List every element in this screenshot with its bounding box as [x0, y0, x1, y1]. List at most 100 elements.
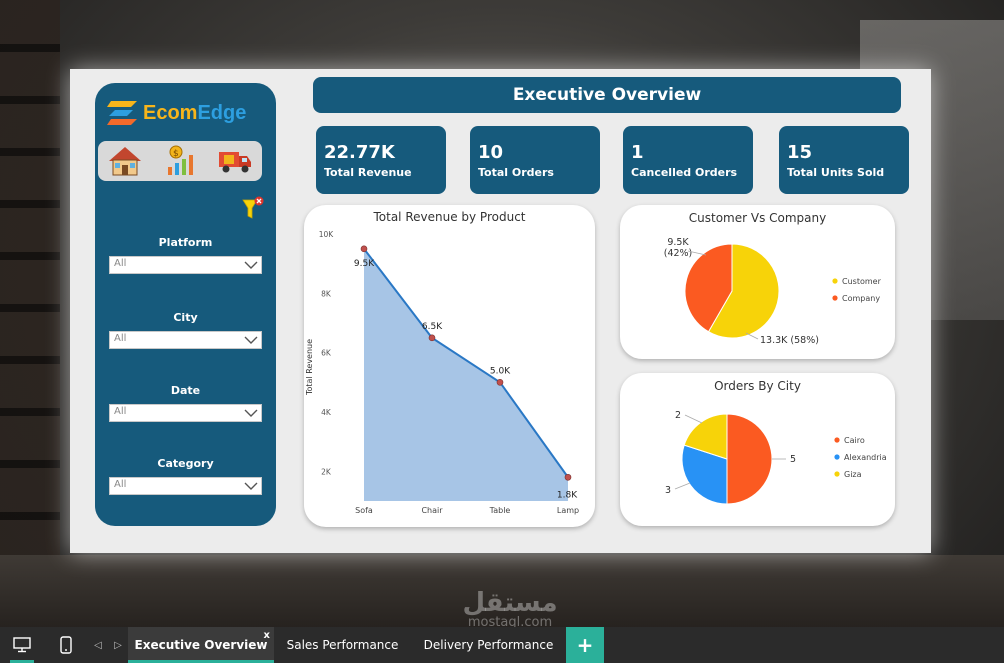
y-axis-title: Total Revenue — [305, 339, 314, 396]
data-label: 9.5K — [354, 259, 375, 269]
legend-label: Customer — [842, 277, 882, 286]
data-label: (42%) — [664, 248, 693, 259]
platform-dropdown[interactable]: All — [109, 256, 262, 274]
tab-executive-overview[interactable]: Executive Overview x — [128, 627, 274, 663]
leader-line — [687, 250, 707, 256]
tab-label: Executive Overview — [134, 638, 268, 652]
tab-label: Delivery Performance — [423, 638, 554, 652]
tab-label: Sales Performance — [286, 638, 399, 652]
sales-chart-icon[interactable]: $ — [162, 143, 198, 179]
chevron-down-icon — [244, 482, 258, 490]
data-point — [360, 245, 368, 253]
y-tick-label: 6K — [321, 349, 332, 358]
data-label: 9.5K — [667, 237, 689, 248]
scroll-right-icon[interactable]: ▷ — [114, 639, 122, 651]
y-tick-label: 10K — [319, 230, 335, 239]
dropdown-value: All — [114, 333, 127, 344]
kpi-card-total-units-sold[interactable]: 15 Total Units Sold — [779, 126, 909, 194]
active-indicator — [10, 660, 34, 663]
delivery-truck-icon[interactable] — [217, 143, 253, 179]
data-label: 6.5K — [422, 322, 443, 332]
tab-sales-performance[interactable]: Sales Performance — [274, 627, 411, 663]
dropdown-value: All — [114, 258, 127, 269]
chart-title: Customer Vs Company — [688, 211, 827, 225]
pie-slice — [726, 413, 773, 505]
tab-delivery-performance[interactable]: Delivery Performance — [411, 627, 566, 663]
x-tick-label: Lamp — [557, 506, 579, 515]
chart-title: Total Revenue by Product — [373, 210, 526, 224]
slicer-title: Category — [157, 457, 214, 470]
data-label: 3 — [665, 485, 671, 496]
chevron-down-icon — [244, 336, 258, 344]
revenue-by-product-chart[interactable]: Total Revenue by Product Total Revenue 2K… — [304, 205, 595, 527]
orders-by-city-chart[interactable]: Orders By City 5 3 2 Cairo Alexandria Giza — [620, 373, 895, 526]
kpi-label: Total Orders — [478, 166, 554, 179]
pie-slice — [681, 444, 728, 505]
watermark-latin: mostaql.com — [467, 615, 553, 630]
kpi-card-total-revenue[interactable]: 22.77K Total Revenue — [316, 126, 446, 194]
watermark-arabic: مستقل — [462, 588, 558, 618]
legend-label: Alexandria — [844, 453, 887, 462]
brand-logo: EcomEdge — [107, 99, 246, 127]
legend-marker — [832, 295, 838, 301]
customer-vs-company-chart[interactable]: Customer Vs Company 13.3K (58%) 9.5K (42%)… — [620, 205, 895, 359]
kpi-label: Total Revenue — [324, 166, 412, 179]
slicer-city: City All — [109, 311, 262, 349]
legend-marker — [832, 278, 838, 284]
chevron-down-icon — [244, 409, 258, 417]
kpi-card-total-orders[interactable]: 10 Total Orders — [470, 126, 600, 194]
legend-label: Company — [842, 294, 880, 303]
data-label: 5 — [790, 454, 796, 465]
data-label: 13.3K (58%) — [760, 335, 819, 346]
leader-line — [684, 414, 703, 424]
watermark: مستقل mostaql.com — [440, 590, 580, 630]
floor-decor — [0, 555, 1004, 635]
chart-title: Orders By City — [714, 379, 801, 393]
legend-marker — [834, 454, 840, 460]
pie-slice — [707, 243, 780, 339]
brand-logo-icon — [107, 99, 139, 127]
legend-label: Cairo — [844, 436, 865, 445]
dropdown-value: All — [114, 479, 127, 490]
scroll-left-icon[interactable]: ◁ — [94, 639, 102, 651]
category-dropdown[interactable]: All — [109, 477, 262, 495]
page-tab-bar: ◁ ▷ Executive Overview x Sales Performan… — [0, 627, 1004, 663]
home-icon[interactable] — [107, 143, 143, 179]
x-tick-label: Table — [489, 506, 511, 515]
page-title: Executive Overview — [313, 77, 901, 113]
series-line — [363, 248, 569, 478]
kpi-value: 22.77K — [324, 142, 395, 163]
add-page-button[interactable]: + — [566, 627, 604, 663]
x-tick-label: Chair — [421, 506, 443, 515]
pie-chart-svg: 5 3 2 Cairo Alexandria Giza — [665, 410, 887, 505]
bookshelf-decor — [0, 0, 60, 560]
date-dropdown[interactable]: All — [109, 404, 262, 422]
close-icon[interactable]: x — [263, 630, 270, 641]
page-navigator: $ — [98, 141, 262, 181]
slicer-date: Date All — [109, 384, 262, 422]
slicer-platform: Platform All — [109, 236, 262, 274]
y-tick-label: 4K — [321, 408, 332, 417]
clear-filters-icon[interactable] — [242, 196, 264, 222]
data-point — [428, 334, 436, 342]
dropdown-value: All — [114, 406, 127, 417]
kpi-label: Total Units Sold — [787, 166, 885, 179]
slicer-title: Date — [170, 384, 201, 397]
pie-slice — [684, 243, 733, 333]
svg-text:$: $ — [173, 149, 179, 159]
filter-side-panel: EcomEdge $ — [95, 83, 276, 526]
slicer-category: Category All — [109, 457, 262, 495]
brand-name: EcomEdge — [143, 101, 247, 124]
y-tick-label: 2K — [321, 467, 332, 476]
x-tick-label: Sofa — [355, 506, 373, 515]
desktop-layout-icon[interactable] — [0, 627, 44, 663]
legend-marker — [834, 471, 840, 477]
mobile-layout-icon[interactable] — [44, 627, 88, 663]
data-label: 2 — [675, 410, 681, 421]
slicer-title: Platform — [158, 236, 213, 249]
kpi-card-cancelled-orders[interactable]: 1 Cancelled Orders — [623, 126, 753, 194]
chevron-down-icon — [244, 261, 258, 269]
leader-line — [674, 482, 691, 490]
city-dropdown[interactable]: All — [109, 331, 262, 349]
area-fill — [364, 248, 568, 501]
